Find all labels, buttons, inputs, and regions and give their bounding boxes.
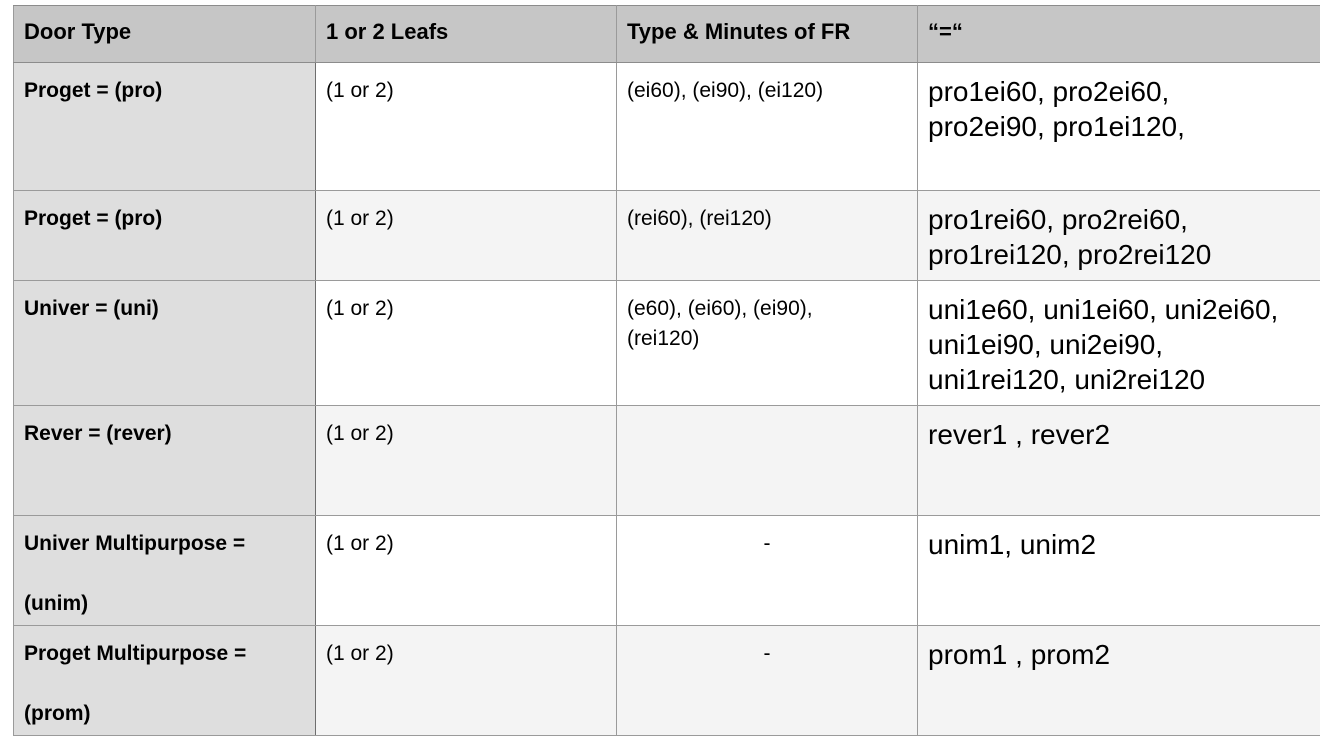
- code-text: uni1rei120, uni2rei120: [928, 364, 1206, 395]
- table-row: Rever = (rever) (1 or 2) rever1 , rever2: [13, 405, 1320, 516]
- door-type-cell: Proget Multipurpose = (prom): [13, 625, 316, 736]
- door-type-text: (unim): [24, 592, 89, 615]
- fire-resistance-text: (ei60), (ei90), (ei120): [627, 79, 824, 102]
- fire-resistance-cell: (e60), (ei60), (ei90), (rei120): [616, 280, 918, 406]
- header-row: Door Type 1 or 2 Leafs Type & Minutes of…: [13, 5, 1320, 63]
- leafs-cell: (1 or 2): [315, 405, 617, 516]
- door-type-text: Proget Multipurpose =: [24, 642, 247, 665]
- code-text: pro1rei120, pro2rei120: [928, 239, 1212, 270]
- table-row: Proget = (pro) (1 or 2) (rei60), (rei120) p…: [13, 190, 1320, 281]
- fire-resistance-cell: (rei60), (rei120): [616, 190, 918, 281]
- code-text: unim1, unim2: [928, 529, 1097, 560]
- door-type-cell: Univer = (uni): [13, 280, 316, 406]
- leafs-cell: (1 or 2): [315, 280, 617, 406]
- door-type-text: Rever = (rever): [24, 422, 172, 445]
- code-cell: uni1e60, uni1ei60, uni2ei60, uni1ei90, un…: [917, 280, 1320, 406]
- code-cell: rever1 , rever2: [917, 405, 1320, 516]
- door-type-text: Proget = (pro): [24, 207, 163, 230]
- door-type-cell: Proget = (pro): [13, 190, 316, 281]
- leafs-cell: (1 or 2): [315, 62, 617, 191]
- table-row: Univer Multipurpose = (unim) (1 or 2) - unim…: [13, 515, 1320, 626]
- door-type-text: Proget = (pro): [24, 79, 163, 102]
- fire-resistance-cell: [616, 405, 918, 516]
- table-row: Proget Multipurpose = (prom) (1 or 2) - prom…: [13, 625, 1320, 736]
- code-cell: prom1 , prom2: [917, 625, 1320, 736]
- code-text: pro2ei90, pro1ei120,: [928, 111, 1185, 142]
- table-row: Univer = (uni) (1 or 2) (e60), (ei60), (ei…: [13, 280, 1320, 406]
- code-cell: pro1rei60, pro2rei60, pro1rei120, pro2rei…: [917, 190, 1320, 281]
- leafs-cell: (1 or 2): [315, 190, 617, 281]
- code-text: uni1ei90, uni2ei90,: [928, 329, 1164, 360]
- leafs-cell: (1 or 2): [315, 625, 617, 736]
- table-row: Proget = (pro) (1 or 2) (ei60), (ei90), (e…: [13, 62, 1320, 191]
- code-text: rever1 , rever2: [928, 419, 1111, 450]
- door-type-text: Univer Multipurpose =: [24, 532, 246, 555]
- code-text: uni1e60, uni1ei60, uni2ei60,: [928, 294, 1279, 325]
- fire-resistance-cell: -: [616, 625, 918, 736]
- door-codes-table: Door Type 1 or 2 Leafs Type & Minutes of…: [13, 5, 1320, 736]
- header-code: “=“: [917, 5, 1320, 63]
- door-type-cell: Univer Multipurpose = (unim): [13, 515, 316, 626]
- code-text: prom1 , prom2: [928, 639, 1111, 670]
- fire-resistance-cell: -: [616, 515, 918, 626]
- fire-resistance-text: (rei120): [627, 327, 700, 350]
- code-text: pro1rei60, pro2rei60,: [928, 204, 1188, 235]
- header-leafs: 1 or 2 Leafs: [315, 5, 617, 63]
- fire-resistance-text: (rei60), (rei120): [627, 207, 772, 230]
- door-type-cell: Rever = (rever): [13, 405, 316, 516]
- header-fire-resistance: Type & Minutes of FR: [616, 5, 918, 63]
- door-type-text: Univer = (uni): [24, 297, 159, 320]
- header-door-type: Door Type: [13, 5, 316, 63]
- fire-resistance-cell: (ei60), (ei90), (ei120): [616, 62, 918, 191]
- door-type-text: (prom): [24, 702, 91, 725]
- fire-resistance-text: -: [763, 532, 771, 555]
- code-cell: unim1, unim2: [917, 515, 1320, 626]
- fire-resistance-text: (e60), (ei60), (ei90),: [627, 297, 813, 320]
- leafs-cell: (1 or 2): [315, 515, 617, 626]
- code-cell: pro1ei60, pro2ei60, pro2ei90, pro1ei120,: [917, 62, 1320, 191]
- fire-resistance-text: -: [763, 642, 771, 665]
- code-text: pro1ei60, pro2ei60,: [928, 76, 1170, 107]
- door-type-cell: Proget = (pro): [13, 62, 316, 191]
